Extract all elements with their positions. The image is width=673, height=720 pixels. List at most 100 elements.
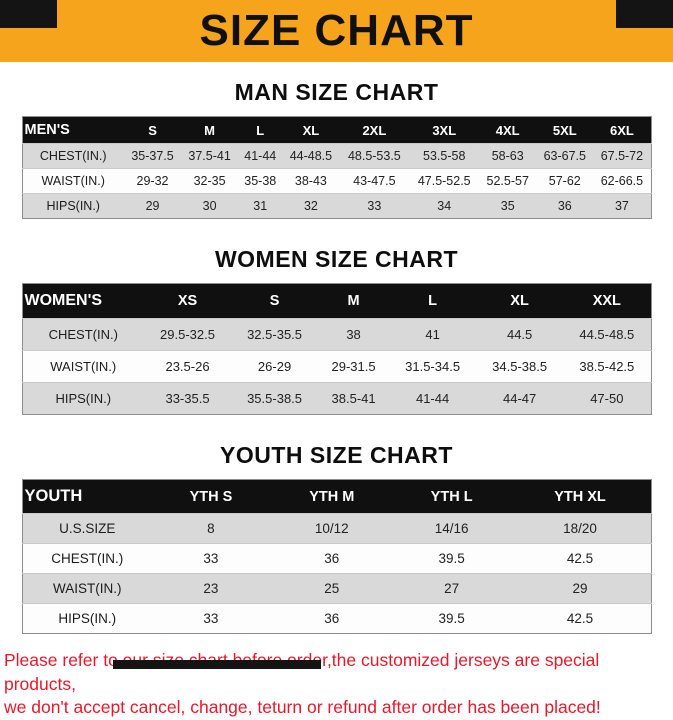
table-row: CHEST(IN.) 35-37.5 37.5-41 41-44 44-48.5 48.5…	[22, 143, 651, 169]
row-label-cell: HIPS(IN.)	[22, 382, 144, 415]
size-header-cell: XXL	[563, 283, 651, 319]
value-cell: 32.5-35.5	[231, 318, 319, 351]
row-label-cell: CHEST(IN.)	[22, 543, 152, 574]
value-cell: 33	[339, 193, 410, 219]
row-label-cell: WAIST(IN.)	[22, 573, 152, 604]
section-title-youth: YOUTH SIZE CHART	[220, 442, 453, 468]
size-header-cell: M	[181, 116, 239, 144]
row-label-cell: WAIST(IN.)	[22, 350, 144, 383]
value-cell: 57-62	[536, 168, 594, 194]
value-cell: 44.5-48.5	[563, 318, 651, 351]
value-cell: 31.5-34.5	[389, 350, 477, 383]
table-row: CHEST(IN.) 33 36 39.5 42.5	[22, 543, 651, 574]
table-title-cell: WOMEN'S	[22, 283, 144, 319]
banner-corner-left	[0, 0, 57, 28]
size-header-cell: M	[318, 283, 390, 319]
value-cell: 29-32	[124, 168, 182, 194]
size-header-cell: 2XL	[339, 116, 410, 144]
section-title-women: WOMEN SIZE CHART	[214, 246, 459, 272]
value-cell: 33	[152, 603, 270, 634]
table-row: HIPS(IN.) 33-35.5 35.5-38.5 38.5-41 41-44 44-…	[22, 382, 651, 415]
row-label-cell: U.S.SIZE	[22, 513, 152, 544]
value-cell: 10/12	[269, 513, 394, 544]
value-cell: 62-66.5	[593, 168, 651, 194]
youth-size-table: YOUTH YTH S YTH M YTH L YTH XL U.S.SIZE 8 10/12…	[21, 479, 652, 634]
value-cell: 52.5-57	[479, 168, 537, 194]
row-label-cell: WAIST(IN.)	[22, 168, 124, 194]
value-cell: 34.5-38.5	[476, 350, 564, 383]
value-cell: 34	[409, 193, 480, 219]
value-cell: 14/16	[393, 513, 510, 544]
value-cell: 31	[238, 193, 283, 219]
size-header-cell: XL	[476, 283, 564, 319]
size-header-cell: L	[389, 283, 477, 319]
size-header-cell: YTH L	[393, 479, 510, 514]
value-cell: 44.5	[476, 318, 564, 351]
value-cell: 23	[152, 573, 270, 604]
value-cell: 32	[282, 193, 340, 219]
value-cell: 47.5-52.5	[409, 168, 480, 194]
footer-line-1: Please refer to our size chart before or…	[4, 650, 600, 694]
value-cell: 29-31.5	[318, 350, 390, 383]
value-cell: 39.5	[393, 543, 510, 574]
size-header-cell: YTH XL	[509, 479, 651, 514]
banner-corner-right	[616, 0, 673, 28]
value-cell: 30	[181, 193, 239, 219]
value-cell: 47-50	[563, 382, 651, 415]
women-size-table: WOMEN'S XS S M L XL XXL CHEST(IN.) 29.5-32.5 32.5…	[21, 283, 652, 415]
value-cell: 42.5	[509, 543, 651, 574]
table-row: WAIST(IN.) 23.5-26 26-29 29-31.5 31.5-34.5 34…	[22, 350, 651, 383]
value-cell: 42.5	[509, 603, 651, 634]
table-row: WAIST(IN.) 23 25 27 29	[22, 573, 651, 604]
size-header-cell: 4XL	[479, 116, 537, 144]
table-row: HIPS(IN.) 29 30 31 32 33 34 35 36 37	[22, 193, 651, 219]
value-cell: 23.5-26	[144, 350, 232, 383]
table-row: WAIST(IN.) 29-32 32-35 35-38 38-43 43-47.5 47.…	[22, 168, 651, 194]
value-cell: 29	[124, 193, 182, 219]
value-cell: 43-47.5	[339, 168, 410, 194]
size-header-cell: S	[124, 116, 182, 144]
value-cell: 26-29	[231, 350, 319, 383]
size-header-cell: 6XL	[593, 116, 651, 144]
row-label-cell: CHEST(IN.)	[22, 143, 124, 169]
table-header-row: WOMEN'S XS S M L XL XXL	[22, 283, 651, 319]
size-header-cell: YTH M	[269, 479, 394, 514]
value-cell: 18/20	[509, 513, 651, 544]
value-cell: 35-37.5	[124, 143, 182, 169]
size-header-cell: 5XL	[536, 116, 594, 144]
value-cell: 63-67.5	[536, 143, 594, 169]
value-cell: 39.5	[393, 603, 510, 634]
value-cell: 36	[269, 603, 394, 634]
page-title: SIZE CHART	[199, 6, 474, 55]
size-header-cell: XL	[282, 116, 340, 144]
section-youth: YOUTH SIZE CHART YOUTH YTH S YTH M YTH L YTH…	[0, 442, 673, 634]
bottom-black-bar	[113, 660, 321, 669]
value-cell: 27	[393, 573, 510, 604]
value-cell: 53.5-58	[409, 143, 480, 169]
row-label-cell: HIPS(IN.)	[22, 193, 124, 219]
value-cell: 44-47	[476, 382, 564, 415]
value-cell: 35-38	[238, 168, 283, 194]
row-label-cell: HIPS(IN.)	[22, 603, 152, 634]
table-title-cell: YOUTH	[22, 479, 152, 514]
value-cell: 29	[509, 573, 651, 604]
value-cell: 36	[269, 543, 394, 574]
value-cell: 38.5-41	[318, 382, 390, 415]
men-size-table: MEN'S S M L XL 2XL 3XL 4XL 5XL 6XL CHEST(IN.) 35-37…	[21, 116, 652, 219]
size-header-cell: S	[231, 283, 319, 319]
value-cell: 41	[389, 318, 477, 351]
table-row: U.S.SIZE 8 10/12 14/16 18/20	[22, 513, 651, 544]
value-cell: 58-63	[479, 143, 537, 169]
table-row: HIPS(IN.) 33 36 39.5 42.5	[22, 603, 651, 634]
section-title-men: MAN SIZE CHART	[234, 79, 439, 105]
value-cell: 37	[593, 193, 651, 219]
value-cell: 37.5-41	[181, 143, 239, 169]
value-cell: 41-44	[238, 143, 283, 169]
value-cell: 67.5-72	[593, 143, 651, 169]
value-cell: 25	[269, 573, 394, 604]
size-header-cell: L	[238, 116, 283, 144]
value-cell: 35.5-38.5	[231, 382, 319, 415]
table-header-row: MEN'S S M L XL 2XL 3XL 4XL 5XL 6XL	[22, 116, 651, 144]
size-header-cell: XS	[144, 283, 232, 319]
value-cell: 36	[536, 193, 594, 219]
